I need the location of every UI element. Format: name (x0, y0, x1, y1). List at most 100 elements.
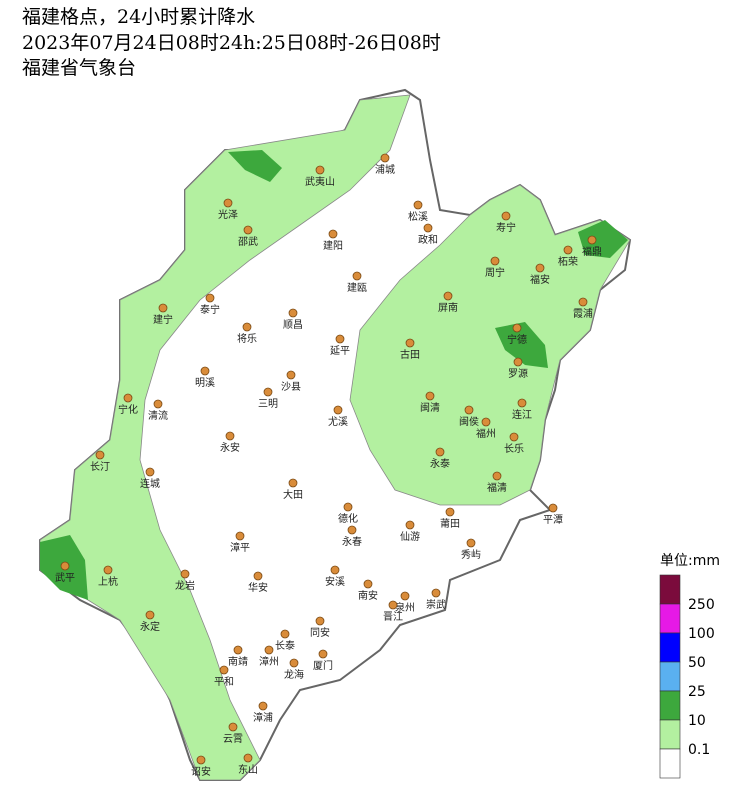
city-dot (425, 391, 435, 401)
city-dot (233, 645, 243, 655)
subtitle: 2023年07月24日08时24h:25日08时-26日08时 (22, 32, 441, 54)
city-dot (363, 579, 373, 589)
city-dot (280, 629, 290, 639)
city-label: 福州 (476, 427, 496, 440)
city-label: 南安 (358, 589, 378, 602)
legend: 单位:mm 250 100 50 25 10 0.1 (659, 553, 720, 779)
city-dot (405, 338, 415, 348)
city-label: 闽清 (420, 401, 440, 414)
city-dot (509, 432, 519, 442)
city-dot (513, 357, 523, 367)
city-dot (548, 503, 558, 513)
rain-zone-heavy (578, 220, 628, 258)
city-label: 龙岩 (175, 579, 195, 592)
city-label: 平潭 (543, 514, 563, 526)
city-label: 浦城 (375, 163, 395, 176)
city-label: 福鼎 (582, 245, 602, 258)
city-dot (103, 565, 113, 575)
legend-swatch (659, 748, 681, 779)
city-label: 武平 (55, 571, 75, 584)
city-label: 龙海 (284, 668, 304, 681)
city-label: 政和 (418, 233, 438, 246)
city-label: 安溪 (325, 575, 345, 588)
city-dot (435, 447, 445, 457)
city-dot (253, 571, 263, 581)
city-label: 长泰 (275, 639, 295, 652)
city-label: 霞浦 (573, 307, 593, 320)
city-dot (315, 165, 325, 175)
rain-zone-heavy (495, 322, 548, 368)
city-label: 明溪 (195, 377, 215, 389)
city-dot (243, 225, 253, 235)
city-dot (380, 153, 390, 163)
legend-label: 100 (688, 626, 715, 642)
city-label: 将乐 (237, 333, 257, 345)
city-label: 柘荣 (558, 255, 578, 268)
legend-swatch (659, 661, 681, 692)
city-dot (123, 393, 133, 403)
source: 福建省气象台 (22, 57, 137, 79)
city-dot (235, 531, 245, 541)
city-label: 莆田 (440, 517, 460, 530)
city-dot (512, 323, 522, 333)
city-label: 宁德 (507, 333, 527, 346)
city-dot (423, 223, 433, 233)
city-label: 永春 (342, 535, 362, 548)
city-dot (413, 200, 423, 210)
city-dot (335, 334, 345, 344)
city-label: 仙游 (400, 530, 420, 543)
legend-label: 250 (688, 597, 715, 613)
city-dot (180, 569, 190, 579)
city-dot (501, 211, 511, 221)
city-label: 连江 (512, 408, 532, 421)
city-label: 德化 (338, 512, 358, 525)
city-label: 平和 (214, 676, 234, 688)
city-dot (466, 538, 476, 548)
city-dot (145, 467, 155, 477)
city-dot (400, 591, 410, 601)
city-dot (517, 398, 527, 408)
city-label: 闽侯 (459, 415, 479, 428)
city-dot (388, 600, 398, 610)
legend-label: 25 (688, 684, 706, 700)
city-label: 崇武 (426, 598, 446, 611)
city-dot (258, 701, 268, 711)
city-label: 秀屿 (461, 549, 481, 561)
city-label: 南靖 (228, 655, 248, 668)
city-dot (60, 561, 70, 571)
city-dot (196, 755, 206, 765)
city-label: 松溪 (408, 210, 428, 223)
city-dot (563, 245, 573, 255)
rain-zone-heavy (228, 150, 282, 182)
city-label: 泉州 (395, 601, 415, 614)
city-dot (445, 507, 455, 517)
legend-label: 10 (688, 713, 706, 729)
city-label: 屏南 (438, 301, 458, 314)
rain-zone-east (349, 184, 631, 506)
legend-label: 0.1 (688, 742, 710, 758)
city-label: 三明 (258, 398, 278, 410)
city-dot (578, 297, 588, 307)
city-label: 光泽 (218, 208, 238, 221)
city-dot (145, 610, 155, 620)
city-dot (205, 293, 215, 303)
city-label: 同安 (310, 626, 330, 639)
city-dot (158, 303, 168, 313)
city-label: 晋江 (383, 611, 403, 623)
city-dot (315, 616, 325, 626)
city-label: 永泰 (430, 457, 450, 470)
city-dot (431, 588, 441, 598)
city-label: 漳平 (230, 541, 250, 554)
city-dot (490, 256, 500, 266)
city-dot (200, 366, 210, 376)
city-label: 东山 (238, 763, 258, 776)
city-dot (405, 520, 415, 530)
city-dot (481, 417, 491, 427)
city-dot (464, 405, 474, 415)
city-dot (443, 291, 453, 301)
legend-swatch (659, 632, 681, 663)
city-dot (242, 322, 252, 332)
city-label: 古田 (400, 348, 420, 361)
